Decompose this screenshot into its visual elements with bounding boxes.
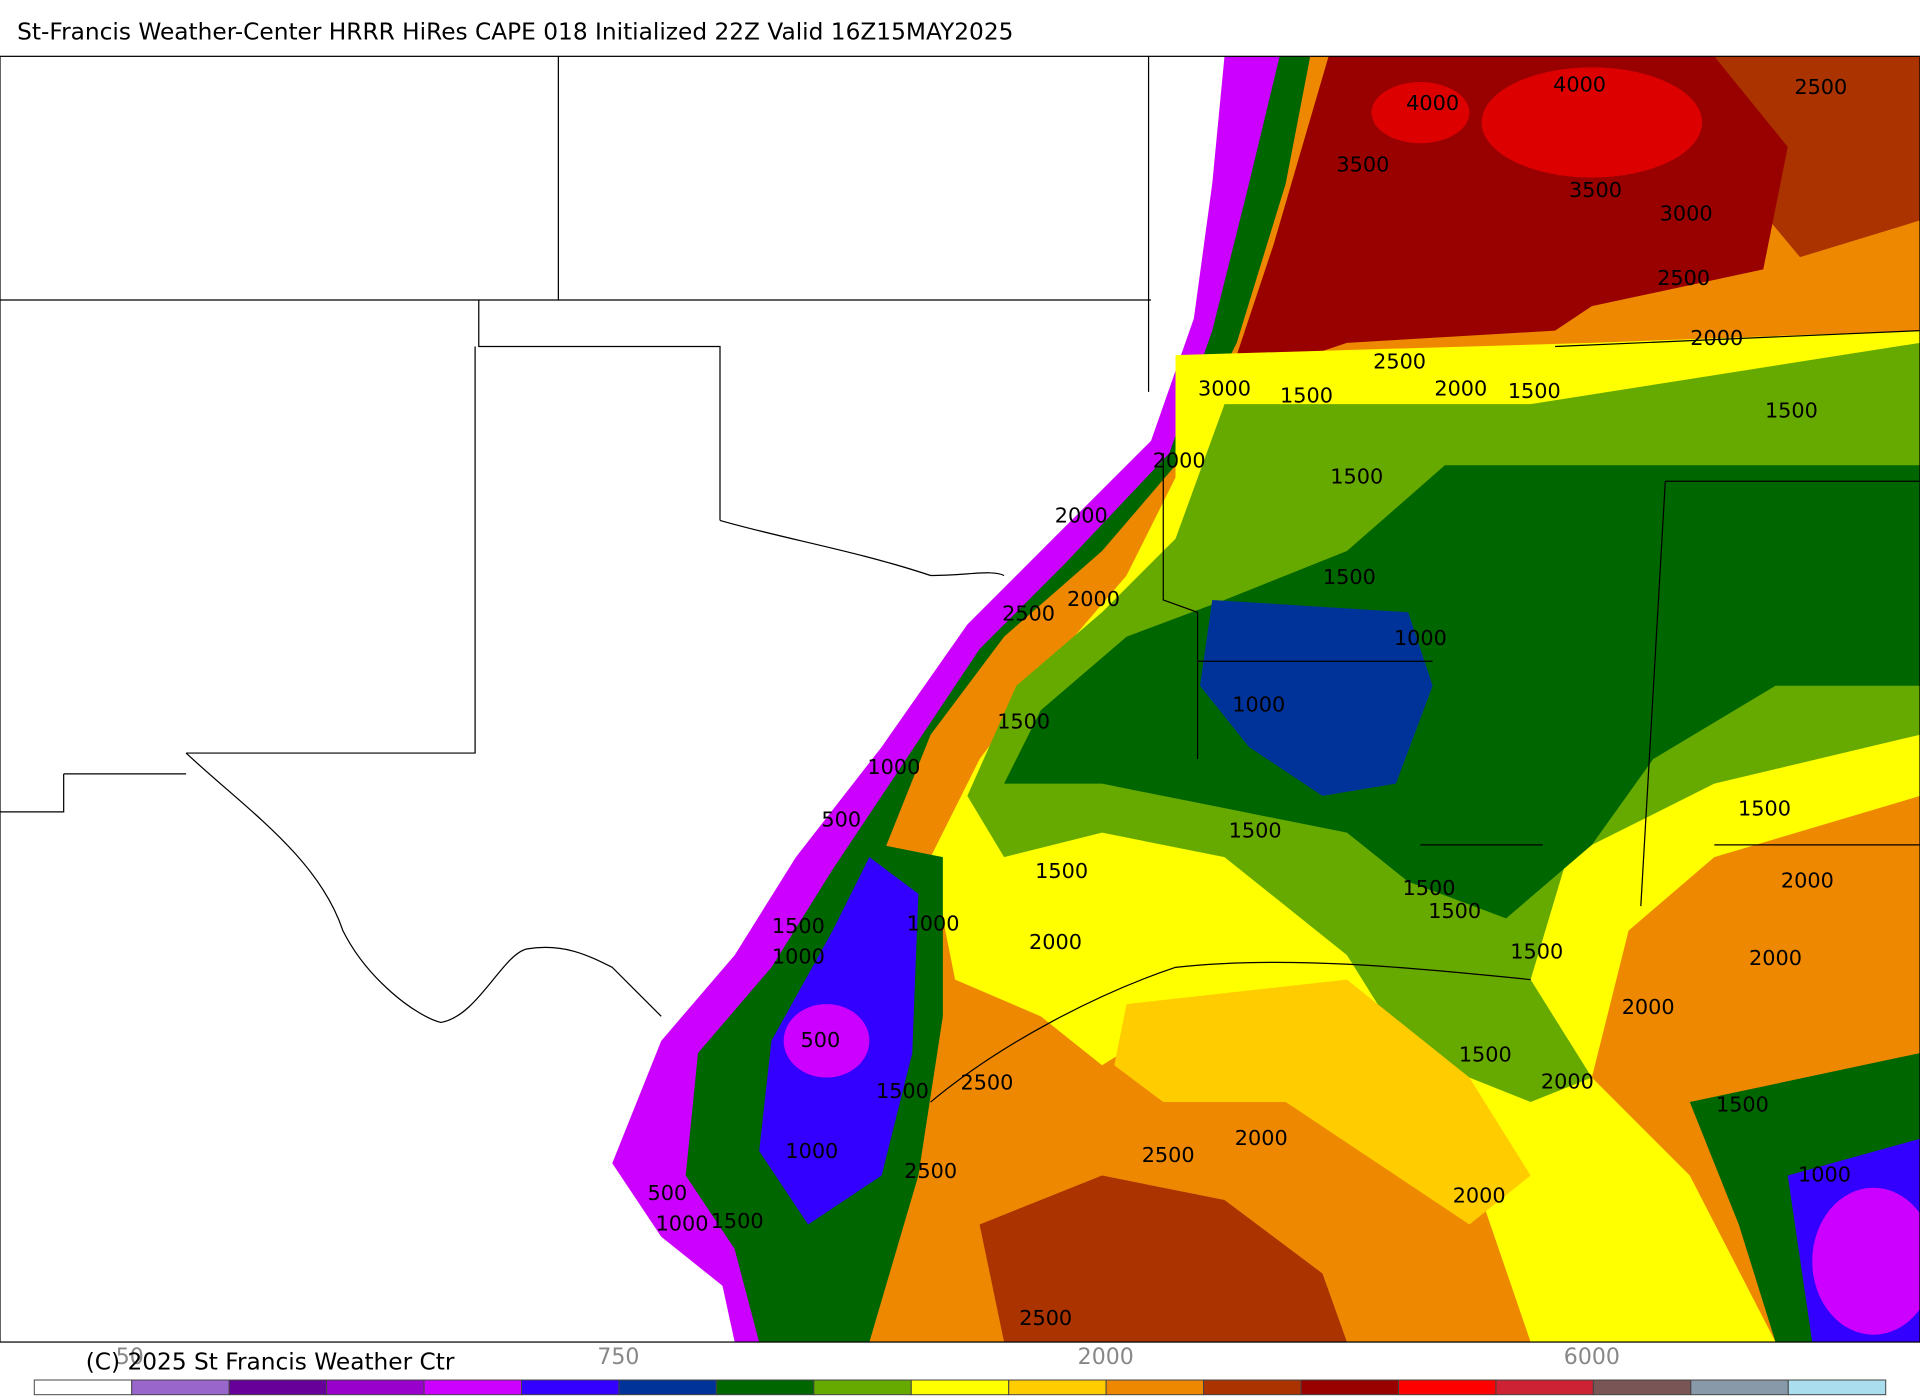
contour-label: 4000 — [1553, 73, 1606, 97]
contour-label: 2000 — [1622, 995, 1675, 1019]
contour-label: 1500 — [1035, 859, 1088, 883]
colorbar-swatch — [1105, 1379, 1205, 1396]
colorbar-swatch — [1300, 1379, 1399, 1396]
contour-label: 1000 — [907, 911, 960, 935]
contour-label: 2000 — [1453, 1183, 1506, 1207]
contour-label: 2000 — [1434, 376, 1487, 400]
contour-label: 2500 — [1019, 1306, 1072, 1330]
map-frame — [0, 55, 1920, 1343]
contour-label: 3500 — [1336, 152, 1389, 176]
colorbar-swatch — [423, 1379, 522, 1396]
field-red — [1371, 82, 1470, 144]
field-navy — [1200, 600, 1433, 796]
contour-label: 1500 — [997, 709, 1050, 733]
title: St-Francis Weather-Center HRRR HiRes CAP… — [17, 19, 1013, 46]
colorbar-swatch — [910, 1379, 1010, 1396]
contour-label: 2500 — [1373, 349, 1426, 373]
contour-label: 1000 — [1394, 626, 1447, 650]
contour-label: 1500 — [772, 914, 825, 938]
colorbar-tick-label: 50 — [116, 1345, 144, 1370]
field-darkgreen — [1004, 465, 1920, 919]
contour-label: 1000 — [772, 945, 825, 969]
contour-label: 2500 — [1142, 1143, 1195, 1167]
colorbar-swatch — [1592, 1379, 1692, 1396]
contour-label: 2500 — [1794, 75, 1847, 99]
contour-label: 2000 — [1055, 504, 1108, 528]
contour-labels: 4000 4000 2500 3500 3500 3000 2500 2000 2500 2000… — [647, 73, 1850, 1330]
map-panel: 4000 4000 2500 3500 3500 3000 2500 2000 2500 2000… — [0, 55, 1920, 1343]
contour-label: 1000 — [867, 755, 920, 779]
field-magenta — [1812, 1187, 1920, 1335]
contour-label: 2500 — [904, 1159, 957, 1183]
contour-label: 2500 — [1657, 266, 1710, 290]
field-gold — [1114, 979, 1531, 1225]
colorbar-swatch — [1690, 1379, 1789, 1396]
contour-label: 1500 — [1508, 379, 1561, 403]
colorbar-swatch — [1203, 1379, 1302, 1396]
colorbar-swatch — [131, 1379, 230, 1396]
contour-label: 2000 — [1690, 326, 1743, 350]
contour-label: 2000 — [1029, 930, 1082, 954]
contour-label: 4000 — [1406, 91, 1459, 115]
colorbar-swatch — [1398, 1379, 1497, 1396]
contour-label: 3000 — [1660, 201, 1713, 225]
contour-label: 500 — [647, 1181, 687, 1205]
contour-label: 1500 — [1330, 465, 1383, 489]
copyright: (C) 2025 St Francis Weather Ctr — [86, 1348, 455, 1375]
colorbar-swatch — [521, 1379, 620, 1396]
contour-label: 3500 — [1569, 178, 1622, 202]
colorbar: 50 750 2000 6000 — [33, 1345, 1887, 1396]
contour-label: 1500 — [1738, 796, 1791, 820]
contour-label: 1500 — [711, 1209, 764, 1233]
colorbar-swatch — [1008, 1379, 1107, 1396]
contour-label: 500 — [801, 1028, 841, 1052]
contour-label: 1000 — [1232, 692, 1285, 716]
contour-label: 1500 — [1459, 1043, 1512, 1067]
colorbar-swatch — [715, 1379, 815, 1396]
colorbar-swatch — [1495, 1379, 1594, 1396]
contour-label: 500 — [821, 807, 861, 831]
contour-label: 1500 — [1280, 384, 1333, 408]
colorbar-tick-label: 750 — [597, 1345, 639, 1370]
contour-label: 1500 — [1765, 398, 1818, 422]
contour-label: 2000 — [1749, 946, 1802, 970]
contour-label: 1500 — [876, 1079, 929, 1103]
colorbar-swatch — [813, 1379, 912, 1396]
contour-label: 2000 — [1781, 869, 1834, 893]
border-line — [0, 56, 1152, 1024]
contour-label: 2000 — [1541, 1069, 1594, 1093]
colorbar-swatch — [33, 1379, 133, 1396]
contour-label: 2000 — [1235, 1126, 1288, 1150]
contour-label: 2000 — [1067, 587, 1120, 611]
contour-label: 1500 — [1428, 899, 1481, 923]
contour-label: 1500 — [1323, 565, 1376, 589]
colorbar-swatch — [1787, 1379, 1887, 1396]
contour-label: 1000 — [656, 1211, 709, 1235]
contour-label: 1500 — [1229, 818, 1282, 842]
field-brown — [979, 1175, 1347, 1343]
contour-label: 1000 — [785, 1139, 838, 1163]
border-line — [930, 330, 1920, 1103]
field-red — [1481, 67, 1703, 178]
contour-label: 2000 — [1153, 449, 1206, 473]
field-magenta — [783, 1004, 870, 1078]
colorbar-tick-label: 2000 — [1078, 1345, 1134, 1370]
colorbar-tick-label: 6000 — [1564, 1345, 1620, 1370]
contour-label: 3000 — [1198, 376, 1251, 400]
colorbar-swatch — [228, 1379, 328, 1396]
contour-label: 1000 — [1798, 1163, 1851, 1187]
colorbar-swatch — [618, 1379, 717, 1396]
contour-label: 1500 — [1510, 940, 1563, 964]
contour-label: 1500 — [1716, 1093, 1769, 1117]
contour-label: 1500 — [1403, 876, 1456, 900]
contour-label: 2500 — [960, 1071, 1013, 1095]
colorbar-swatch — [326, 1379, 425, 1396]
contour-label: 2500 — [1002, 602, 1055, 626]
state-borders — [0, 56, 1920, 1103]
